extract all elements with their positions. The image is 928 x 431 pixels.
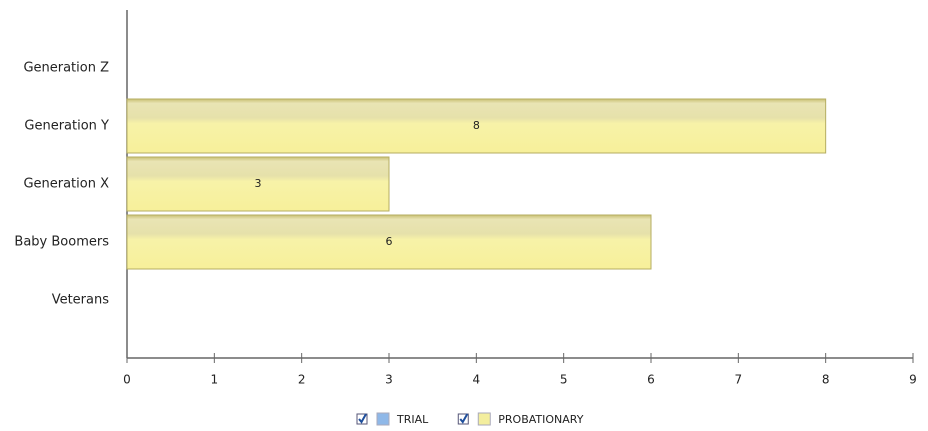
legend-label[interactable]: TRIAL [396,413,429,426]
x-tick-label: 6 [647,373,655,387]
y-tick-label: Baby Boomers [14,235,109,250]
legend-checkbox[interactable] [457,413,469,425]
bar [126,214,652,270]
y-tick-label: Veterans [52,293,110,308]
legend-checkbox[interactable] [356,413,368,425]
legend: TRIAL PROBATIONARY [356,412,584,426]
legend-label[interactable]: PROBATIONARY [498,413,583,426]
x-tick-label: 3 [385,373,393,387]
checkmark [459,413,469,424]
x-tick-label: 2 [298,373,306,387]
x-tick-label: 7 [735,373,743,387]
legend-swatch [376,412,390,426]
y-tick-label: Generation Z [23,61,109,76]
legend-swatch [477,412,491,426]
checkbox-box [457,413,469,425]
x-tick-label: 0 [123,373,131,387]
bar [126,156,390,212]
data-label: 8 [473,119,480,132]
bar [126,98,827,154]
x-tick-label: 9 [909,373,917,387]
x-tick-label: 5 [560,373,568,387]
x-tick-label: 4 [473,373,481,387]
y-tick-label: Generation X [23,177,109,192]
y-tick-label: Generation Y [24,119,109,134]
x-tick-label: 8 [822,373,830,387]
checkbox-box [356,413,368,425]
data-label: 3 [255,177,262,190]
checkmark [358,413,367,424]
x-tick-label: 1 [211,373,219,387]
data-label: 6 [386,235,393,248]
